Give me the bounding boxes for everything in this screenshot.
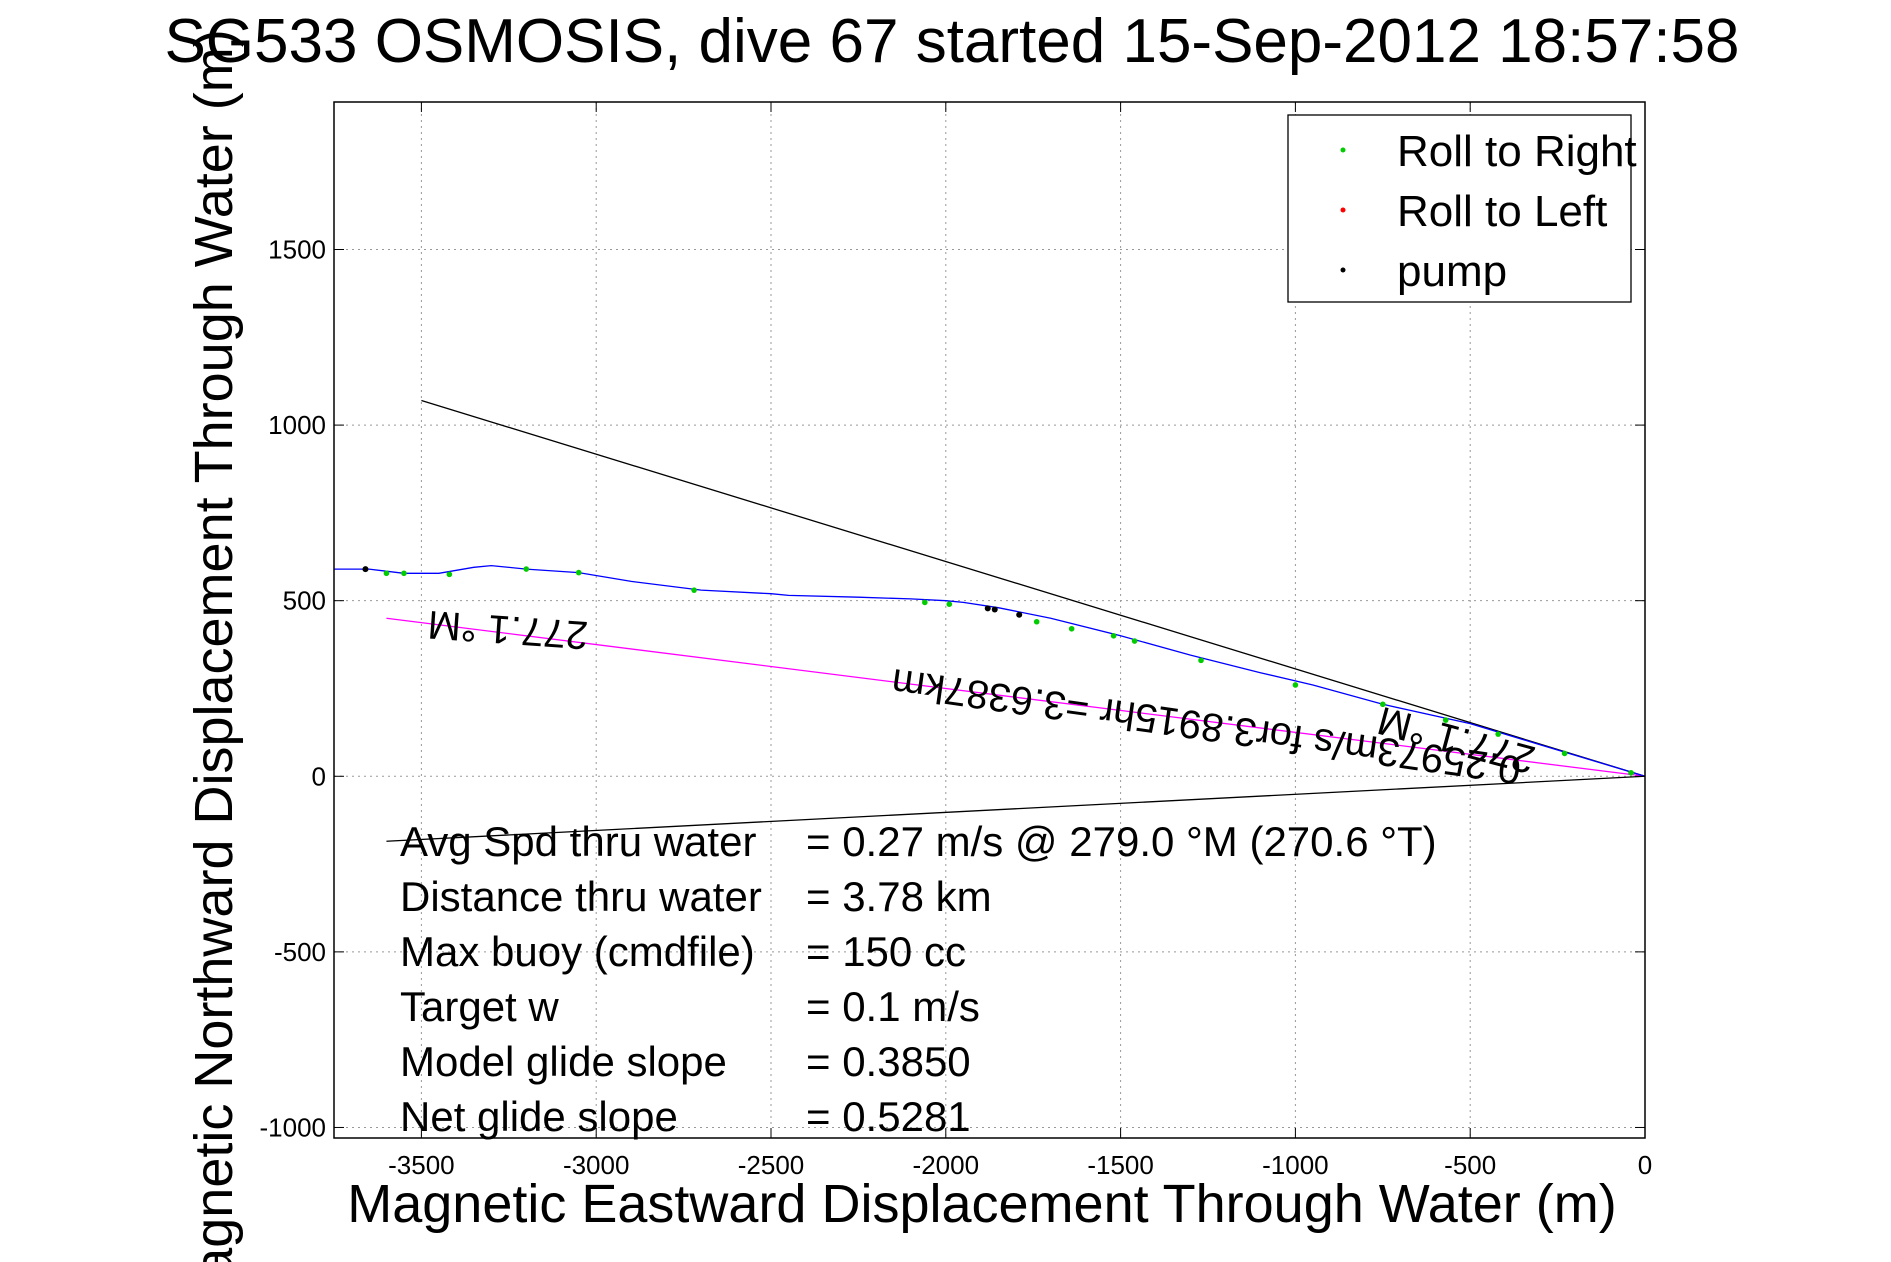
ticks: -3500 -3000 -2500 -2000 -1500 -1000 -500 0 -1000…	[260, 102, 1652, 1180]
reference-line-mean-heading	[386, 617, 1646, 777]
axes-frame	[333, 101, 1646, 1139]
stat-value: = 3.78 km	[806, 873, 992, 920]
roll-right-point	[922, 599, 928, 606]
y-tick-label: 500	[283, 586, 326, 616]
legend: Roll to Right Roll to Left pump	[1287, 114, 1637, 303]
track-line	[334, 564, 1646, 777]
legend-marker	[1340, 147, 1346, 153]
roll-right-point	[575, 569, 582, 576]
dive-track	[334, 564, 1646, 777]
legend-label: Roll to Left	[1397, 187, 1607, 236]
x-tick-label: 0	[1638, 1150, 1652, 1180]
y-tick-label: 0	[312, 761, 326, 791]
chart-title: SG533 OSMOSIS, dive 67 started 15-Sep-20…	[164, 7, 1739, 76]
roll-right-point	[1131, 638, 1138, 644]
roll-right-point	[691, 587, 697, 593]
legend-label: pump	[1397, 247, 1507, 296]
stat-label: Avg Spd thru water	[400, 818, 756, 865]
y-tick-label: 1500	[268, 234, 326, 264]
pump-point	[991, 606, 998, 613]
roll-right-point	[1033, 618, 1040, 625]
roll-right-point	[1442, 717, 1449, 723]
pump-point	[984, 605, 991, 612]
x-tick-label: -2500	[738, 1150, 805, 1180]
stat-value: = 0.27 m/s @ 279.0 °M (270.6 °T)	[806, 818, 1437, 865]
x-tick-label: -3000	[563, 1150, 630, 1180]
roll-right-point	[1198, 657, 1204, 664]
roll-right-point	[446, 571, 453, 578]
stat-value: = 0.5281	[806, 1093, 971, 1140]
roll-right-point	[523, 566, 530, 572]
stat-value: = 0.3850	[806, 1038, 971, 1085]
legend-label: Roll to Right	[1397, 127, 1637, 176]
roll-points	[362, 566, 1634, 776]
stat-label: Max buoy (cmdfile)	[400, 928, 755, 975]
y-tick-label: 1000	[268, 410, 326, 440]
y-tick-label: -500	[274, 937, 326, 967]
stat-label: Model glide slope	[400, 1038, 727, 1085]
roll-right-point	[1292, 682, 1299, 688]
stat-label: Net glide slope	[400, 1093, 678, 1140]
stats-block: Avg Spd thru water = 0.27 m/s @ 279.0 °M …	[400, 818, 1437, 1140]
x-tick-label: -500	[1444, 1150, 1496, 1180]
stat-value: = 150 cc	[806, 928, 966, 975]
x-tick-label: -2000	[913, 1150, 980, 1180]
roll-right-point	[1380, 701, 1386, 708]
legend-marker	[1340, 267, 1346, 273]
roll-right-point	[1110, 633, 1117, 639]
roll-right-point	[401, 570, 407, 577]
roll-right-point	[383, 570, 390, 577]
stat-value: = 0.1 m/s	[806, 983, 980, 1030]
reference-lines	[386, 399, 1646, 842]
x-tick-label: -3500	[388, 1150, 455, 1180]
y-tick-label: -1000	[260, 1112, 327, 1142]
x-axis-label: Magnetic Eastward Displacement Through W…	[347, 1174, 1616, 1234]
legend-marker	[1340, 207, 1346, 213]
reference-line-upper-bound	[421, 399, 1646, 777]
roll-right-point	[946, 601, 953, 607]
stat-label: Distance thru water	[400, 873, 762, 920]
x-tick-label: -1000	[1262, 1150, 1329, 1180]
stat-label: Target w	[400, 983, 559, 1030]
roll-right-point	[1495, 731, 1501, 737]
roll-right-point	[1561, 750, 1568, 757]
roll-right-point	[1068, 625, 1075, 632]
pump-point	[362, 566, 369, 573]
x-tick-label: -1500	[1087, 1150, 1154, 1180]
roll-right-point	[1628, 769, 1634, 776]
y-axis-label: Magnetic Northward Displacement Through …	[184, 29, 244, 1262]
pump-point	[1016, 611, 1023, 618]
reference-line-lower-bound	[386, 775, 1646, 842]
